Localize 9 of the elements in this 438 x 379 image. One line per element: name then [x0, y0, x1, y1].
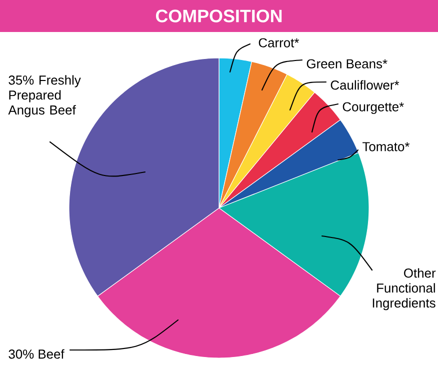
slice-label: 35% Freshly Prepared Angus Beef [8, 75, 81, 118]
slice-label: Green Beans* [306, 59, 388, 68]
slice-label: Cauliflower* [330, 80, 400, 90]
slice-label: Carrot* [258, 38, 300, 48]
slice-label: Courgette* [342, 102, 404, 114]
chart-title: COMPOSITION [156, 10, 282, 22]
slice-label: Tomato* [362, 142, 410, 152]
slice-label: 30% Beef [8, 349, 64, 359]
slice-label: Other Functional Ingredients [372, 268, 436, 310]
